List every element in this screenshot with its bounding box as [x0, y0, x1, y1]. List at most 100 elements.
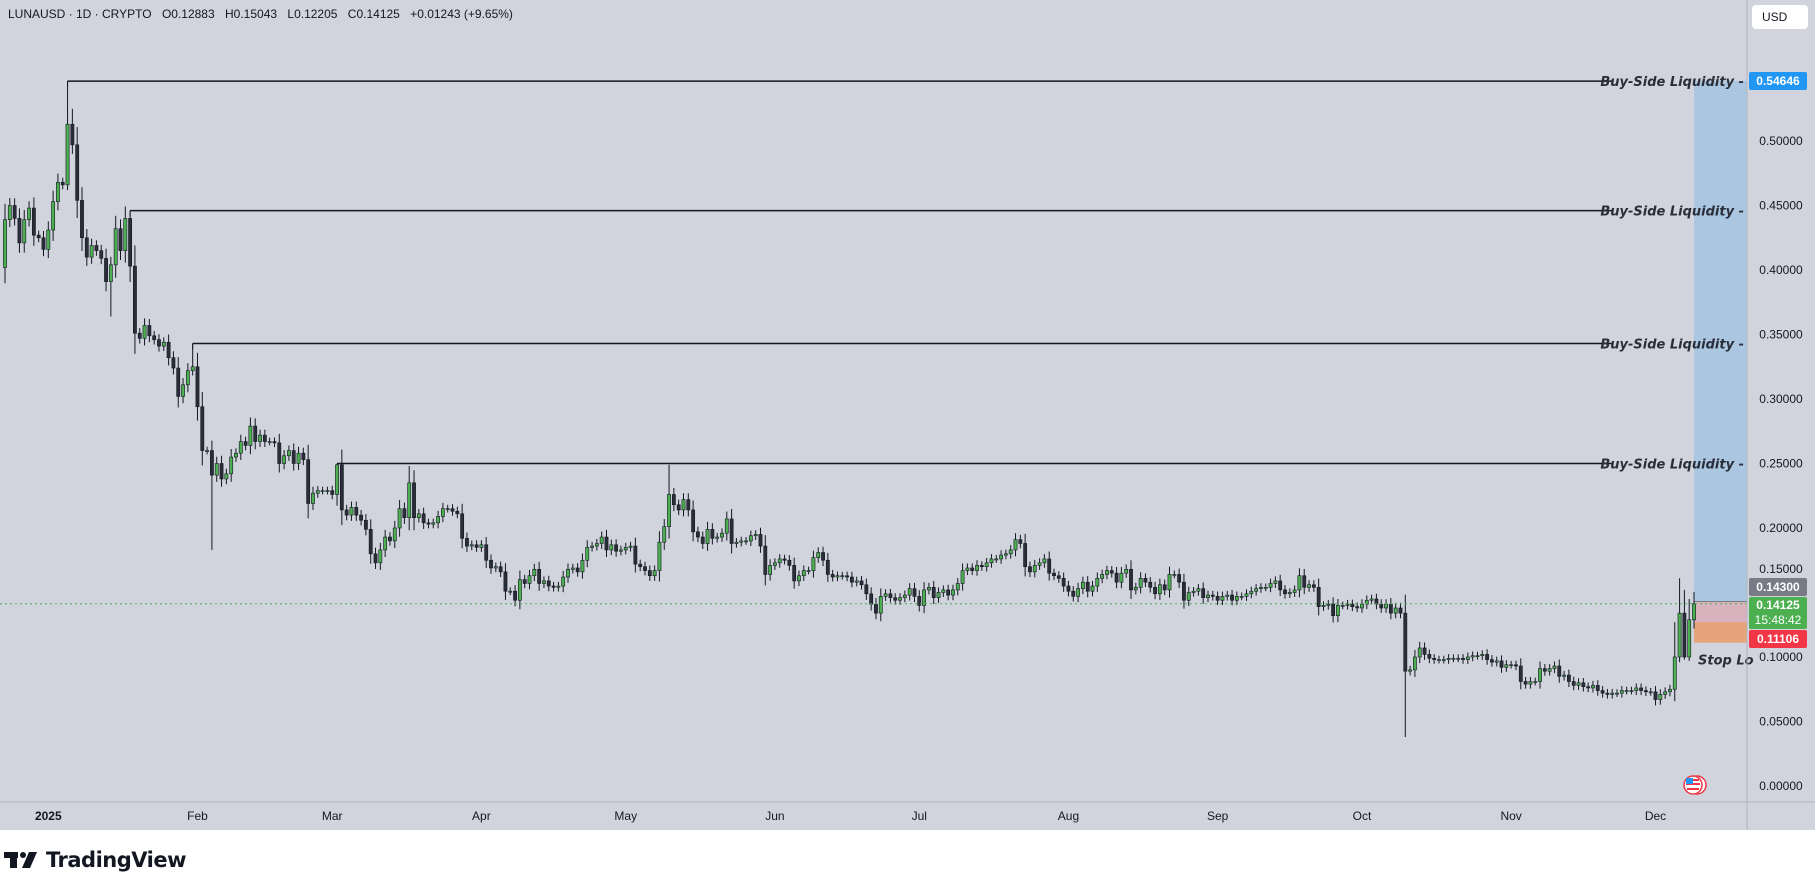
candle-up [1268, 583, 1273, 588]
candle-down [272, 441, 277, 444]
candle-down [210, 450, 214, 476]
candle-down [373, 553, 378, 564]
footer: TradingView [0, 830, 1815, 890]
candle-down [460, 513, 465, 539]
candle-up [1196, 588, 1201, 592]
candle-down [31, 207, 36, 236]
candle-up [1441, 659, 1446, 661]
candle-up [1042, 558, 1047, 564]
candle-up [248, 425, 253, 446]
candle-down [363, 519, 368, 530]
candle-up [1244, 593, 1249, 597]
candle-down [166, 341, 171, 359]
candle-up [739, 540, 744, 543]
candle-up [407, 482, 412, 518]
candle-up [907, 588, 912, 596]
candle-up [493, 566, 498, 569]
tradingview-logo-icon [4, 852, 37, 868]
candle-up [1393, 607, 1398, 614]
candle-up [397, 508, 402, 529]
candle-down [1432, 657, 1437, 660]
time-axis[interactable]: 2025 Feb Mar Apr May Jun Jul Aug Sep Oct Nov Dec [35, 809, 1666, 823]
candle-up [1287, 592, 1292, 595]
candle-up [315, 490, 320, 494]
candle-down [546, 580, 551, 587]
candle-down [1523, 681, 1528, 685]
candle-up [1321, 605, 1326, 607]
candle-down [147, 325, 152, 337]
candle-down [604, 536, 609, 551]
candle-up [282, 455, 286, 464]
candle-up [965, 567, 970, 571]
candle-down [1056, 575, 1061, 579]
position-tool[interactable] [1694, 81, 1747, 643]
stop-loss-text: Stop Lo [1698, 654, 1754, 669]
candle-up [777, 558, 782, 564]
tradingview-logo-text: TradingView [46, 848, 186, 872]
candle-down [450, 508, 455, 512]
symbol-title[interactable]: LUNAUSD · 1D · CRYPTO [8, 7, 152, 21]
candle-up [840, 575, 845, 578]
candle-up [1687, 619, 1692, 658]
candle-up [469, 544, 474, 547]
candle-down [1514, 664, 1518, 667]
candle-down [484, 544, 489, 561]
candle-down [1605, 692, 1610, 695]
price-axis[interactable]: 0.00000 0.05000 0.10000 0.15000 0.20000 0.250… [1759, 134, 1803, 793]
candle-up [431, 522, 436, 525]
candle-down [979, 565, 984, 567]
candle-up [22, 219, 27, 244]
price-tick-label: 0.45000 [1759, 199, 1803, 213]
candle-down [1518, 665, 1523, 682]
candle-up [1413, 656, 1417, 671]
candle-down [118, 228, 123, 251]
currency-button[interactable]: USD [1752, 5, 1808, 29]
ohlc-low: L0.12205 [287, 7, 338, 21]
candle-down [301, 452, 306, 460]
candle-down [1355, 606, 1360, 609]
time-tick-label: Aug [1058, 809, 1079, 823]
candle-down [157, 339, 161, 347]
candle-up [1360, 603, 1364, 609]
candle-up [1672, 656, 1677, 690]
time-tick-label: Oct [1353, 809, 1372, 823]
candle-up [142, 325, 147, 339]
candle-up [46, 229, 51, 250]
candle-up [936, 592, 941, 598]
candle-down [917, 596, 922, 606]
candle-up [922, 589, 926, 606]
candle-up [296, 452, 301, 464]
time-tick-label: Nov [1500, 809, 1521, 823]
candle-up [7, 205, 12, 220]
candle-up [1172, 574, 1177, 576]
candle-up [1648, 691, 1653, 694]
candle-up [532, 568, 537, 577]
candle-up [1456, 657, 1461, 660]
candle-up [1167, 574, 1172, 591]
candle-down [1153, 587, 1157, 595]
candle-up [1037, 562, 1042, 566]
candle-up [185, 370, 190, 386]
candle-up [1417, 647, 1422, 658]
candle-down [498, 566, 503, 573]
candle-up [1095, 578, 1100, 587]
candle-down [1162, 584, 1167, 591]
candle-up [1663, 691, 1668, 695]
candle-down [787, 559, 792, 566]
candle-up [724, 518, 729, 534]
candle-up [941, 589, 946, 593]
candle-up [951, 589, 955, 596]
candle-up [1273, 580, 1278, 584]
liquidity-lines[interactable]: Buy-Side Liquidity - Buy-Side Liquidity -… [67, 75, 1744, 473]
candle-down [758, 534, 763, 547]
symbol-header: LUNAUSD · 1D · CRYPTO O0.12883 H0.15043 … [8, 7, 520, 21]
candle-up [51, 201, 56, 231]
candle-down [1311, 584, 1316, 588]
tradingview-logo[interactable]: TradingView [4, 848, 186, 872]
candle-down [133, 265, 137, 334]
liquidity-label: Buy-Side Liquidity - [1600, 338, 1744, 353]
candle-up [1340, 605, 1345, 607]
ohlc-change: +0.01243 (+9.65%) [410, 7, 513, 21]
us-flag-event-icon[interactable] [1683, 775, 1707, 795]
